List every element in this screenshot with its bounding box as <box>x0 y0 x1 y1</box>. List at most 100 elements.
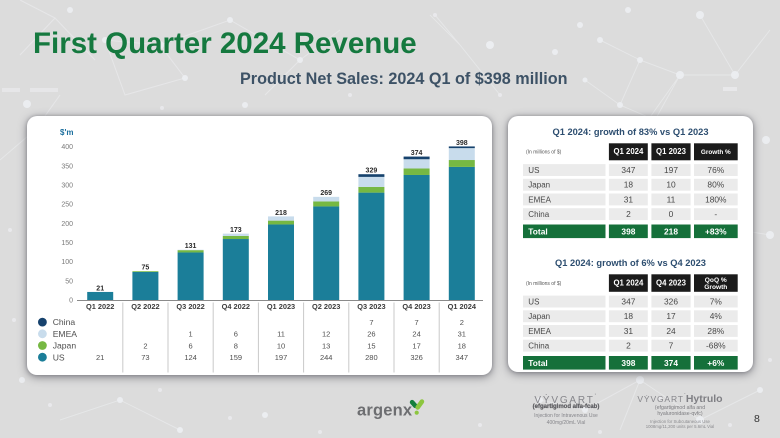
svg-text:US: US <box>528 166 539 175</box>
svg-text:17: 17 <box>412 341 420 350</box>
svg-text:347: 347 <box>621 165 635 175</box>
svg-text:31: 31 <box>624 194 634 204</box>
svg-text:13: 13 <box>322 341 330 350</box>
svg-text:31: 31 <box>624 326 634 336</box>
svg-text:China: China <box>528 210 549 219</box>
svg-text:7: 7 <box>415 318 419 327</box>
svg-text:(In millions of $): (In millions of $) <box>526 150 562 156</box>
svg-text:Q2 2022: Q2 2022 <box>131 302 159 311</box>
svg-text:350: 350 <box>61 163 73 170</box>
svg-text:7%: 7% <box>710 296 723 306</box>
svg-text:Q4 2022: Q4 2022 <box>222 302 250 311</box>
svg-text:11: 11 <box>667 194 676 204</box>
svg-text:269: 269 <box>320 190 332 197</box>
svg-text:EMEA: EMEA <box>528 195 551 204</box>
svg-text:4%: 4% <box>710 311 723 321</box>
svg-text:26: 26 <box>367 330 375 339</box>
svg-text:218: 218 <box>275 210 287 217</box>
svg-text:347: 347 <box>456 353 469 362</box>
svg-text:17: 17 <box>666 311 676 321</box>
svg-text:6: 6 <box>234 330 238 339</box>
svg-text:75: 75 <box>142 265 150 272</box>
svg-text:6: 6 <box>189 341 193 350</box>
svg-text:398: 398 <box>621 358 635 368</box>
svg-text:7: 7 <box>369 318 373 327</box>
svg-text:250: 250 <box>61 202 73 209</box>
svg-text:1: 1 <box>189 330 193 339</box>
svg-text:-68%: -68% <box>706 341 726 351</box>
svg-text:2: 2 <box>143 341 147 350</box>
svg-text:Total: Total <box>528 226 547 236</box>
svg-text:180%: 180% <box>705 194 727 204</box>
svg-text:159: 159 <box>230 353 243 362</box>
svg-text:100: 100 <box>61 259 73 266</box>
svg-text:Q1 2022: Q1 2022 <box>86 302 114 311</box>
svg-text:Q1 2024: growth of 83% vs Q1 2: Q1 2024: growth of 83% vs Q1 2023 <box>552 127 708 137</box>
svg-text:0: 0 <box>69 298 73 305</box>
svg-text:400: 400 <box>61 144 73 151</box>
svg-text:28%: 28% <box>707 326 724 336</box>
svg-text:24: 24 <box>666 326 676 336</box>
svg-text:US: US <box>53 352 65 362</box>
svg-text:21: 21 <box>96 285 104 292</box>
svg-text:374: 374 <box>664 358 678 368</box>
svg-text:326: 326 <box>410 353 423 362</box>
svg-text:Q1 2023: Q1 2023 <box>656 147 687 156</box>
svg-text:300: 300 <box>61 183 73 190</box>
svg-text:+83%: +83% <box>705 226 727 236</box>
svg-text:Q1 2024: Q1 2024 <box>448 302 477 311</box>
svg-text:218: 218 <box>664 226 678 236</box>
svg-text:374: 374 <box>411 150 423 157</box>
svg-text:2: 2 <box>626 341 631 351</box>
svg-text:326: 326 <box>664 296 678 306</box>
svg-text:Q3 2023: Q3 2023 <box>357 302 385 311</box>
svg-text:76%: 76% <box>707 165 724 175</box>
svg-text:Q1 2024: Q1 2024 <box>613 147 644 156</box>
svg-text:280: 280 <box>365 353 378 362</box>
svg-text:Growth: Growth <box>704 284 727 291</box>
svg-text:Japan: Japan <box>53 341 77 351</box>
svg-text:347: 347 <box>621 296 635 306</box>
svg-text:0: 0 <box>669 209 674 219</box>
svg-text:12: 12 <box>322 330 330 339</box>
svg-text:$'m: $'m <box>60 128 73 137</box>
svg-text:Total: Total <box>528 358 547 368</box>
svg-text:Q2 2023: Q2 2023 <box>312 302 340 311</box>
svg-text:(In millions of $): (In millions of $) <box>526 281 562 287</box>
svg-text:Japan: Japan <box>528 181 550 190</box>
svg-text:18: 18 <box>624 180 634 190</box>
svg-text:15: 15 <box>367 341 375 350</box>
svg-text:-: - <box>714 209 717 219</box>
svg-text:18: 18 <box>458 341 466 350</box>
svg-text:398: 398 <box>621 226 635 236</box>
svg-text:Q4 2023: Q4 2023 <box>402 302 430 311</box>
svg-text:Japan: Japan <box>528 312 550 321</box>
svg-text:Q1 2023: Q1 2023 <box>267 302 295 311</box>
svg-text:329: 329 <box>366 168 378 175</box>
svg-text:2: 2 <box>460 318 464 327</box>
svg-text:21: 21 <box>96 353 104 362</box>
svg-text:EMEA: EMEA <box>528 327 551 336</box>
svg-text:80%: 80% <box>707 180 724 190</box>
svg-text:2: 2 <box>626 209 631 219</box>
svg-text:24: 24 <box>412 330 420 339</box>
svg-text:Q1 2024: Q1 2024 <box>613 278 644 287</box>
svg-text:244: 244 <box>320 353 333 362</box>
svg-text:EMEA: EMEA <box>53 329 78 339</box>
svg-text:150: 150 <box>61 240 73 247</box>
svg-text:US: US <box>528 297 539 306</box>
svg-text:China: China <box>53 317 76 327</box>
svg-text:173: 173 <box>230 227 242 234</box>
svg-text:+6%: +6% <box>707 358 725 368</box>
svg-text:50: 50 <box>65 278 73 285</box>
svg-text:8: 8 <box>234 341 238 350</box>
svg-text:398: 398 <box>456 140 468 147</box>
svg-text:10: 10 <box>277 341 285 350</box>
svg-text:QoQ %: QoQ % <box>705 277 727 284</box>
svg-text:131: 131 <box>185 243 197 250</box>
svg-text:argenx: argenx <box>357 402 413 420</box>
svg-text:Q4 2023: Q4 2023 <box>656 278 687 287</box>
svg-text:31: 31 <box>458 330 466 339</box>
svg-text:7: 7 <box>669 341 674 351</box>
svg-text:10: 10 <box>666 180 676 190</box>
